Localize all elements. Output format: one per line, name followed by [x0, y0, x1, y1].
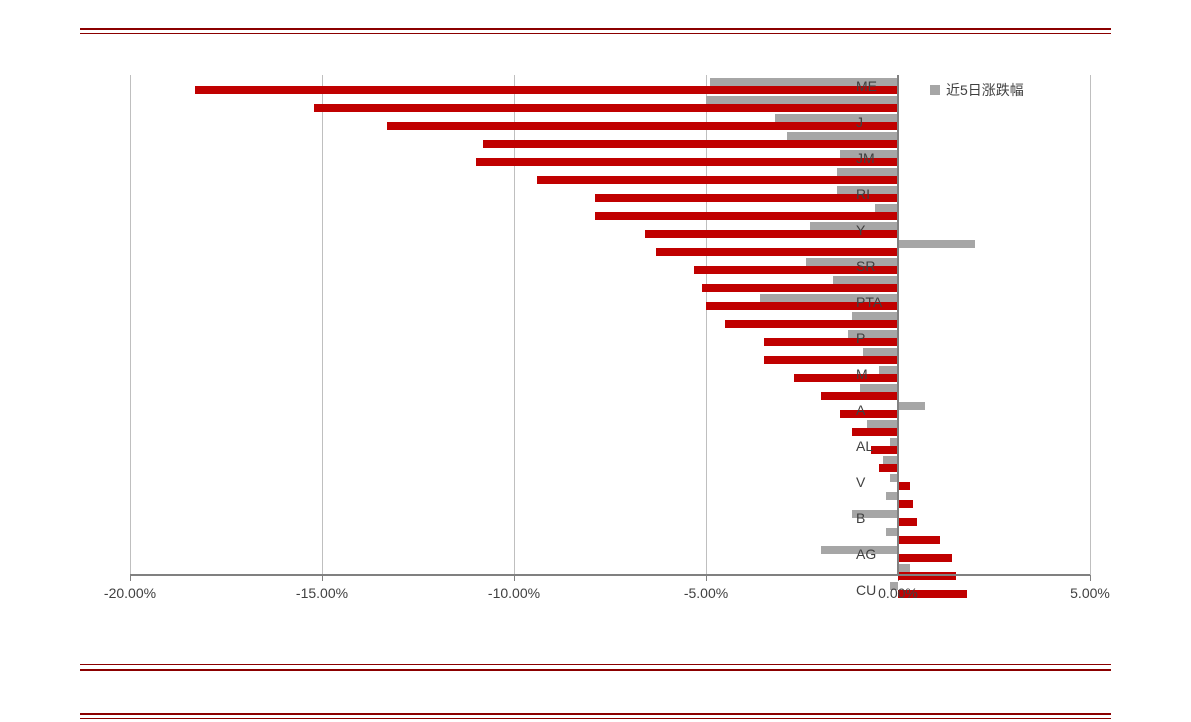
bar-series2 [476, 158, 898, 166]
bar-series2 [871, 446, 898, 454]
bar-series2 [821, 392, 898, 400]
bar-series1 [867, 420, 898, 428]
category-label: ME [856, 78, 877, 94]
bar-series1 [898, 240, 975, 248]
category-label: V [856, 474, 865, 490]
category-label: RI [856, 186, 870, 202]
gridline [1090, 75, 1091, 575]
category-label: AG [856, 546, 876, 562]
bar-series2 [764, 338, 898, 346]
page: 近5日涨跌幅 MEJJMRIYSRPTAPMAALVBAGCU -20.00%-… [0, 0, 1191, 722]
bar-series2 [840, 410, 898, 418]
bar-series2 [898, 536, 940, 544]
bar-series2 [387, 122, 898, 130]
category-label: Y [856, 222, 865, 238]
bar-series1 [852, 312, 898, 320]
x-tick-label: 0.00% [878, 585, 918, 601]
gridline [130, 75, 131, 575]
bar-series2 [537, 176, 898, 184]
bar-series2 [725, 320, 898, 328]
border-line [80, 669, 1111, 671]
x-tick-label: -5.00% [684, 585, 728, 601]
category-label: J [856, 114, 863, 130]
bar-series1 [787, 132, 898, 140]
border-line [80, 664, 1111, 665]
x-tick-label: -10.00% [488, 585, 540, 601]
bar-series1 [898, 402, 925, 410]
category-label: SR [856, 258, 875, 274]
x-tick-label: 5.00% [1070, 585, 1110, 601]
border-line [80, 28, 1111, 30]
bar-series1 [775, 114, 898, 122]
bar-series2 [794, 374, 898, 382]
bar-series2 [595, 212, 898, 220]
x-tick [1090, 575, 1091, 581]
border-line [80, 33, 1111, 34]
chart: 近5日涨跌幅 MEJJMRIYSRPTAPMAALVBAGCU -20.00%-… [130, 75, 1090, 605]
category-label: A [856, 402, 865, 418]
bar-series1 [879, 366, 898, 374]
bar-series2 [852, 428, 898, 436]
bar-series2 [595, 194, 898, 202]
y-axis [897, 75, 899, 575]
category-label: AL [856, 438, 873, 454]
bar-series2 [764, 356, 898, 364]
plot-area: MEJJMRIYSRPTAPMAALVBAGCU [130, 75, 1090, 575]
bar-series2 [483, 140, 898, 148]
bar-series2 [314, 104, 898, 112]
bar-series2 [898, 554, 952, 562]
bar-series1 [806, 258, 898, 266]
bar-series2 [898, 482, 910, 490]
category-label: PTA [856, 294, 882, 310]
bar-series1 [837, 168, 898, 176]
x-axis [130, 574, 1090, 576]
gridline [322, 75, 323, 575]
border-line [80, 713, 1111, 715]
category-label: M [856, 366, 868, 382]
gridline [706, 75, 707, 575]
bar-series2 [656, 248, 898, 256]
bar-series2 [898, 500, 913, 508]
border-line [80, 718, 1111, 719]
bar-series1 [833, 276, 898, 284]
bar-series1 [706, 96, 898, 104]
bar-series1 [863, 348, 898, 356]
bar-series2 [702, 284, 898, 292]
category-label: JM [856, 150, 875, 166]
bar-series1 [875, 204, 898, 212]
bar-series1 [898, 564, 910, 572]
bar-series2 [195, 86, 898, 94]
gridline [514, 75, 515, 575]
x-tick-label: -15.00% [296, 585, 348, 601]
category-label: B [856, 510, 865, 526]
bar-series2 [879, 464, 898, 472]
bar-series1 [810, 222, 898, 230]
x-tick-label: -20.00% [104, 585, 156, 601]
category-label: CU [856, 582, 876, 598]
bar-series1 [883, 456, 898, 464]
bar-series1 [860, 384, 898, 392]
bar-series2 [898, 518, 917, 526]
category-label: P [856, 330, 865, 346]
